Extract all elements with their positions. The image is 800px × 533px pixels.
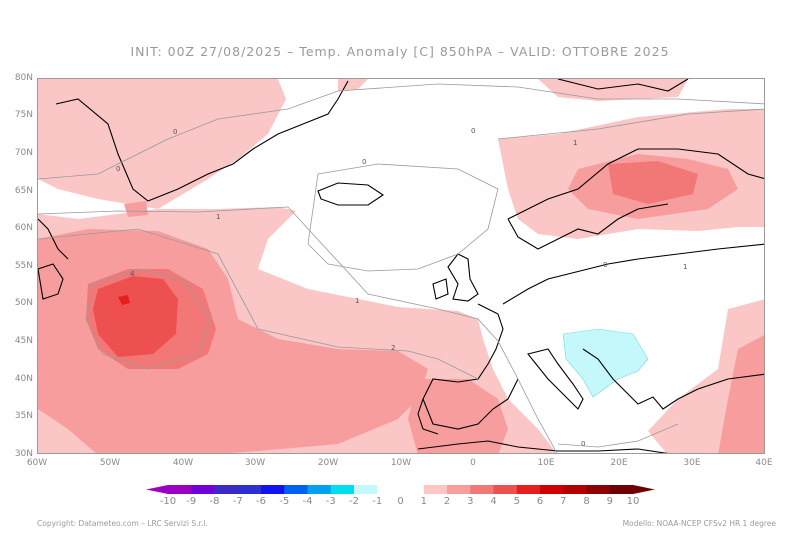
contour-label: 1 xyxy=(216,213,220,221)
lat-label-35n: 35N xyxy=(14,411,33,421)
colorbar-tick-label: 1 xyxy=(420,496,427,507)
colorbar-tick-label: -7 xyxy=(232,496,243,507)
contour-label: 0 xyxy=(603,261,607,269)
lat-label-70n: 70N xyxy=(14,148,33,158)
colorbar-cell xyxy=(609,485,634,494)
contour-label: 2 xyxy=(391,344,395,352)
colorbar-tick-label: 3 xyxy=(467,496,474,507)
lat-label-80n: 80N xyxy=(14,73,33,83)
colorbar-cell xyxy=(516,485,541,494)
colorbar-cell xyxy=(284,485,308,494)
colorbar-tick-label: -1 xyxy=(372,496,383,507)
colorbar-tick-label: 6 xyxy=(536,496,544,507)
colorbar-tick-label: 9 xyxy=(606,496,613,507)
colorbar-tick-label: -4 xyxy=(302,496,313,507)
colorbar-tick-label: 7 xyxy=(560,496,567,507)
colorbar-cell xyxy=(354,485,378,494)
lon-label-40e: 40E xyxy=(755,458,773,468)
contour-label: 0 xyxy=(173,128,177,136)
colorbar-cell xyxy=(307,485,332,494)
colorbar-cell xyxy=(168,485,192,494)
lon-label-10e: 10E xyxy=(537,458,555,468)
anomaly-band-4-5 xyxy=(93,276,178,357)
colorbar-tick-label: 4 xyxy=(490,496,497,507)
colorbar-cell xyxy=(237,485,262,494)
colorbar-cell xyxy=(400,485,425,494)
lat-label-30n: 30N xyxy=(14,449,33,459)
colorbar-tick-label: -10 xyxy=(159,496,177,507)
map-title: INIT: 00Z 27/08/2025 – Temp. Anomaly [C]… xyxy=(130,44,670,59)
lon-label-20e: 20E xyxy=(610,458,628,468)
colorbar-cell xyxy=(214,485,239,494)
colorbar-cell xyxy=(191,485,215,494)
copyright-text: Copyright: Datameteo.com – LRC Servizi S… xyxy=(37,519,208,528)
contour-label: 1 xyxy=(683,263,687,271)
colorbar-tick-label: 8 xyxy=(583,496,590,507)
contour-label: 0 xyxy=(116,165,120,173)
colorbar-tick-label: -3 xyxy=(325,496,336,507)
contour-label: 0 xyxy=(362,158,366,166)
lat-label-65n: 65N xyxy=(14,186,33,196)
lat-label-55n: 55N xyxy=(14,261,33,271)
colorbar-cell xyxy=(563,485,587,494)
colorbar-tick-label: 10 xyxy=(626,496,640,507)
lat-label-45n: 45N xyxy=(14,336,33,346)
lon-label-40w: 40W xyxy=(172,458,194,468)
lon-label-30e: 30E xyxy=(683,458,701,468)
colorbar-cell xyxy=(493,485,518,494)
colorbar-tick-label: -8 xyxy=(209,496,220,507)
colorbar-cells xyxy=(146,485,655,494)
lat-label-60n: 60N xyxy=(14,223,33,233)
colorbar-right-arrow xyxy=(633,485,655,494)
colorbar-cell xyxy=(423,485,448,494)
colorbar-tick-label: -2 xyxy=(349,496,359,507)
contour-label: 1 xyxy=(573,139,577,147)
anomaly-map: 0 0 0 0 1 1 1 1 2 4 0 0 xyxy=(37,78,765,454)
colorbar-cell xyxy=(540,485,564,494)
colorbar-cell xyxy=(261,485,285,494)
anomaly-map-svg: 0 0 0 0 1 1 1 1 2 4 0 0 xyxy=(38,79,764,453)
model-text: Modello: NOAA-NCEP CFSv2 HR 1 degree xyxy=(622,519,776,528)
contour-label: 4 xyxy=(130,270,135,278)
lat-label-75n: 75N xyxy=(14,110,33,120)
anomaly-band-neg-1-2 xyxy=(562,328,649,398)
colorbar-cell xyxy=(470,485,494,494)
colorbar-tick-label: -9 xyxy=(186,496,197,507)
colorbar-tick-label: 2 xyxy=(443,496,451,507)
lon-label-50w: 50W xyxy=(99,458,121,468)
lat-label-50n: 50N xyxy=(14,298,33,308)
colorbar-cell xyxy=(447,485,471,494)
lon-label-10w: 10W xyxy=(390,458,412,468)
anomaly-band-5-6 xyxy=(118,295,130,305)
colorbar-tick-label: 0 xyxy=(397,496,404,507)
lon-label-60w: 60W xyxy=(26,458,48,468)
contour-lines xyxy=(38,83,764,453)
colorbar-cell xyxy=(586,485,611,494)
contour-label: 0 xyxy=(471,127,475,135)
lat-label-40n: 40N xyxy=(14,374,33,384)
contour-label: 0 xyxy=(581,440,585,448)
contour-labels: 0 0 0 0 1 1 1 1 2 4 0 0 xyxy=(116,127,687,448)
lon-label-20w: 20W xyxy=(317,458,339,468)
contour-label: 1 xyxy=(355,297,359,305)
colorbar-tick-label: -5 xyxy=(279,496,290,507)
colorbar-cell xyxy=(377,485,401,494)
lon-label-30w: 30W xyxy=(244,458,266,468)
colorbar-tick-label: -6 xyxy=(256,496,266,507)
lon-label-0: 0 xyxy=(470,458,476,468)
colorbar-left-arrow xyxy=(146,485,168,494)
colorbar-cell xyxy=(330,485,355,494)
coastlines xyxy=(38,79,764,453)
colorbar-tick-label: 5 xyxy=(513,496,520,507)
